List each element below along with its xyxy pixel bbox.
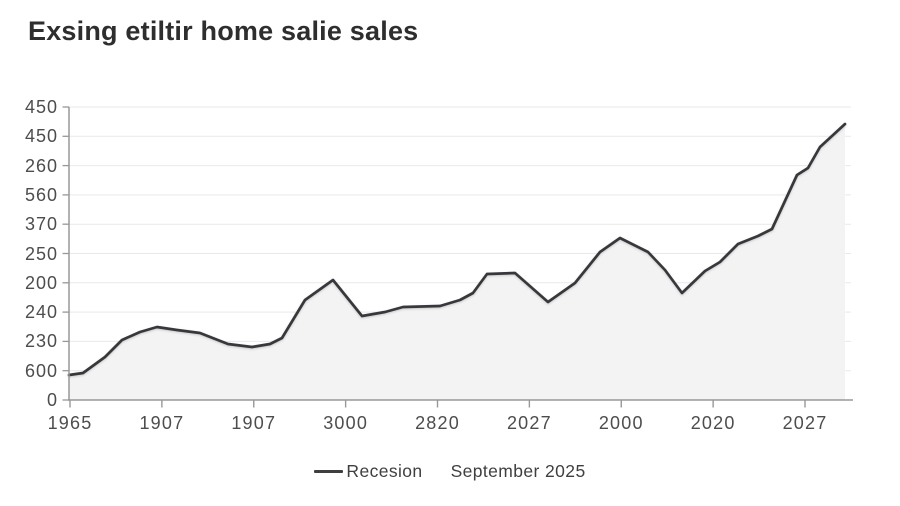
legend-series-label: Recesion [346, 461, 423, 481]
legend-date-label: September 2025 [450, 461, 586, 481]
line-swatch-icon [314, 470, 344, 473]
legend-item-date: September 2025 [451, 461, 586, 482]
chart-title: Exsing etiltir home salie sales [28, 16, 419, 46]
series-area [69, 124, 845, 400]
legend: Recesion September 2025 [0, 461, 900, 482]
series-line [67, 122, 847, 377]
legend-item-recession: Recesion [314, 461, 422, 482]
